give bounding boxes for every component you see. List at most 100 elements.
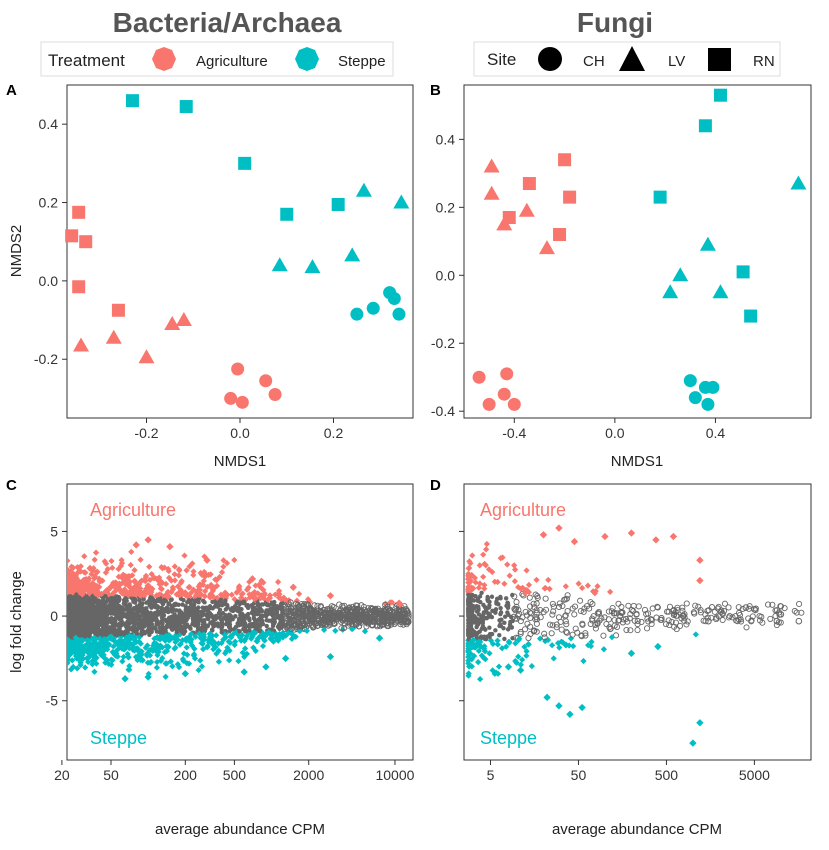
sig-steppe-point (263, 630, 270, 637)
ns-point (769, 601, 776, 608)
ns-point (85, 616, 90, 622)
sig-agriculture-point (108, 557, 115, 565)
ns-point (751, 606, 758, 613)
sig-steppe-point (126, 666, 133, 673)
sig-steppe-point (184, 651, 191, 658)
sig-steppe-point (515, 637, 522, 644)
sig-steppe-point (162, 673, 169, 680)
ns-point (482, 626, 487, 631)
sig-steppe-point (144, 673, 152, 681)
ns-point (241, 599, 247, 604)
sig-steppe-point (570, 643, 577, 650)
ns-point (485, 634, 490, 639)
point-agriculture-rn (563, 190, 577, 204)
point-steppe-ch (366, 301, 380, 315)
ns-point (131, 599, 136, 604)
ns-point (674, 604, 681, 611)
point-steppe-ch (688, 391, 702, 405)
sig-steppe-point (215, 658, 223, 665)
ns-point (471, 598, 477, 603)
ns-point (549, 622, 556, 629)
ns-point (178, 624, 183, 629)
ns-point (557, 618, 564, 625)
title-bacteria-archaea: Bacteria/Archaea (113, 7, 342, 38)
ns-point (777, 619, 784, 626)
ns-point (219, 630, 224, 635)
ns-point (173, 620, 178, 625)
ns-point (321, 606, 328, 613)
ns-point (160, 601, 166, 607)
sig-agriculture-point (511, 578, 518, 585)
sig-steppe-point (240, 668, 248, 676)
point-steppe-ch (701, 397, 715, 411)
sig-agriculture-point (228, 591, 235, 598)
ns-point (587, 620, 594, 627)
point-agriculture-lv (496, 216, 513, 231)
ns-point (643, 625, 651, 632)
ns-point (79, 616, 85, 621)
ns-point (541, 630, 548, 637)
point-agriculture-rn (72, 280, 86, 294)
sig-agriculture-point (146, 563, 153, 570)
sig-agriculture-point (469, 552, 476, 559)
sig-steppe-point (600, 646, 607, 653)
ns-point (116, 624, 122, 629)
ns-point (734, 618, 741, 625)
sig-agriculture-point (181, 552, 188, 559)
ns-point (618, 603, 625, 610)
ns-point (798, 609, 805, 616)
ns-point (626, 615, 633, 622)
point-agriculture-rn (111, 303, 125, 317)
ns-point (188, 626, 193, 631)
ns-point (192, 598, 197, 603)
ns-point (587, 599, 594, 606)
point-agriculture-rn (553, 228, 567, 242)
ns-point (371, 613, 378, 620)
ns-point (562, 596, 569, 603)
ns-point (578, 633, 585, 640)
sig-agriculture-point (652, 536, 660, 544)
panel-a-ytick-label: 0.2 (39, 195, 59, 211)
ns-point (85, 609, 90, 615)
sig-agriculture-point (545, 576, 552, 584)
sig-steppe-point (498, 645, 506, 652)
ns-point (713, 614, 720, 621)
ns-point (348, 620, 356, 627)
sig-steppe-point (121, 675, 129, 683)
ns-point (288, 617, 295, 624)
ns-point (572, 625, 579, 632)
sig-agriculture-point (256, 581, 263, 588)
ns-point (216, 610, 222, 616)
ns-point (725, 604, 732, 611)
ns-point (279, 607, 284, 613)
sig-agriculture-point (252, 595, 260, 602)
ns-point (525, 634, 532, 642)
sig-steppe-point (515, 653, 522, 660)
sig-steppe-point (190, 652, 197, 659)
sig-steppe-point (112, 648, 119, 655)
ns-point (255, 603, 261, 608)
ns-point (512, 615, 519, 622)
panel-label-c: C (6, 477, 17, 494)
sig-steppe-point (523, 648, 530, 655)
ns-point (236, 605, 241, 610)
ns-point (482, 636, 488, 642)
sig-steppe-point (465, 660, 472, 667)
ns-point (314, 602, 321, 609)
ns-point (403, 606, 410, 613)
sig-agriculture-point (146, 576, 154, 584)
sig-steppe-point (159, 655, 166, 662)
point-agriculture-ch (268, 387, 282, 401)
panel-d-points (504, 524, 803, 747)
sig-agriculture-point (546, 585, 553, 593)
ns-point (580, 608, 587, 615)
ns-point (149, 602, 154, 608)
ns-point (190, 615, 195, 621)
ns-point (95, 632, 100, 637)
ns-point (605, 616, 612, 623)
sig-steppe-point (692, 631, 699, 638)
ns-point (69, 607, 75, 612)
ns-point (540, 609, 547, 616)
ns-point (673, 612, 680, 619)
ns-point (139, 602, 145, 607)
